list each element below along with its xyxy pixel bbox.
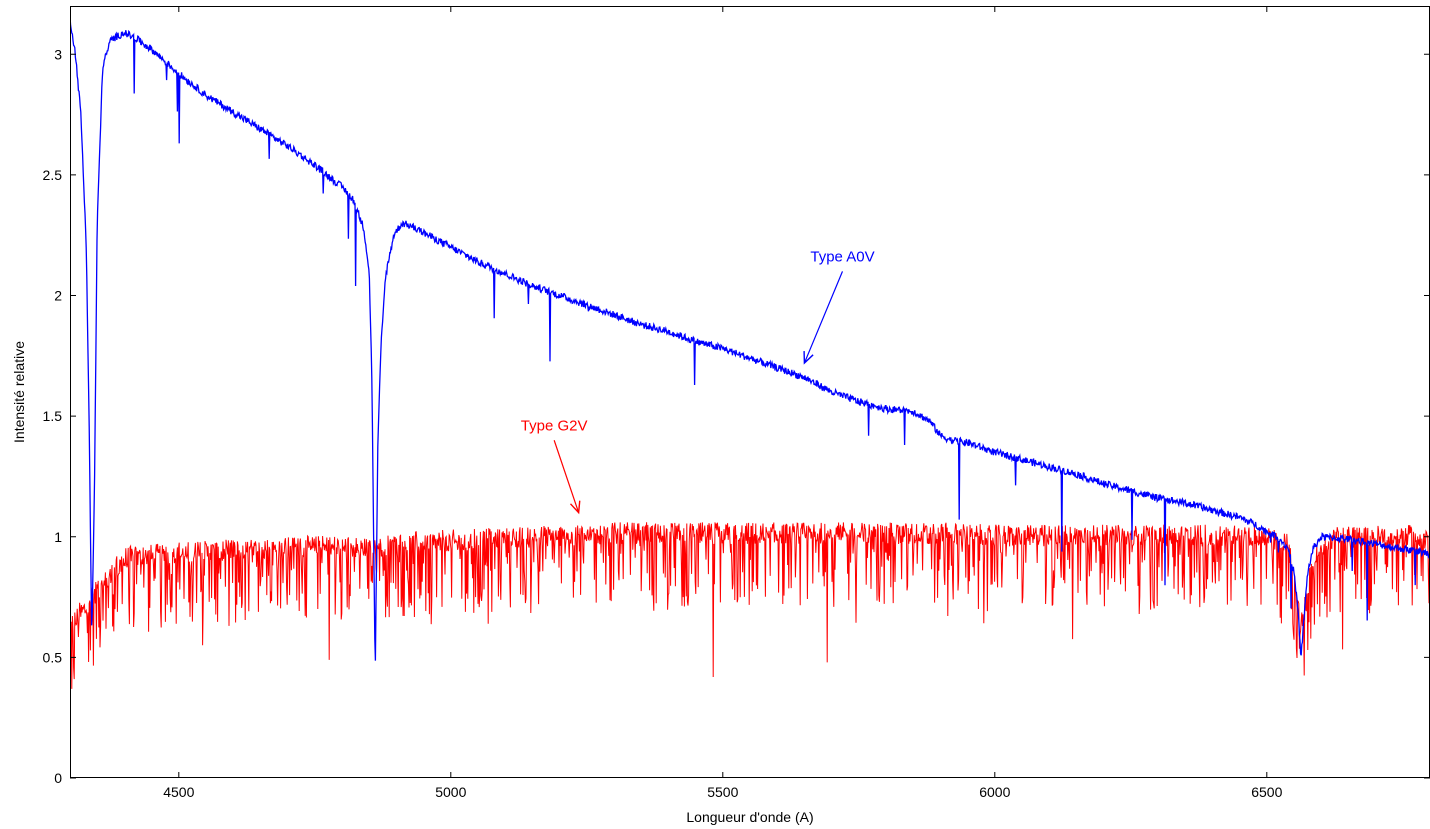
y-tick-label: 3 — [54, 46, 62, 62]
x-axis-label: Longueur d'onde (A) — [686, 809, 813, 825]
annotation-layer: Type A0V Type G2V — [521, 248, 875, 515]
y-tick-label: 1.5 — [43, 408, 63, 424]
y-tick-label: 2.5 — [43, 167, 63, 183]
x-tick-label: 4500 — [163, 784, 194, 800]
annotation-label: Type A0V — [810, 248, 874, 265]
series-line-g2v — [70, 522, 1430, 689]
annotation-arrow-shaft — [803, 271, 844, 364]
y-tick-label: 2 — [54, 288, 62, 304]
x-tick-label: 6000 — [979, 784, 1010, 800]
x-tick-label: 6500 — [1251, 784, 1282, 800]
series-layer — [70, 16, 1430, 689]
y-tick-label: 0.5 — [43, 649, 63, 665]
annotation-arrow-shaft — [553, 440, 580, 513]
series-line-a0v — [70, 16, 1430, 661]
y-tick-label: 1 — [54, 529, 62, 545]
annotation-label: Type G2V — [521, 417, 588, 434]
axis-layer: 4500 5000 5500 6000 6500 0 0.5 1 1.5 2 2.5 3 — [43, 6, 1430, 800]
y-axis-label: Intensité relative — [11, 341, 27, 443]
annotation-arrow-head — [803, 351, 814, 365]
x-tick-label: 5000 — [435, 784, 466, 800]
y-tick-label: 0 — [54, 770, 62, 786]
annotation-arrow-head — [569, 500, 581, 515]
x-tick-label: 5500 — [707, 784, 738, 800]
